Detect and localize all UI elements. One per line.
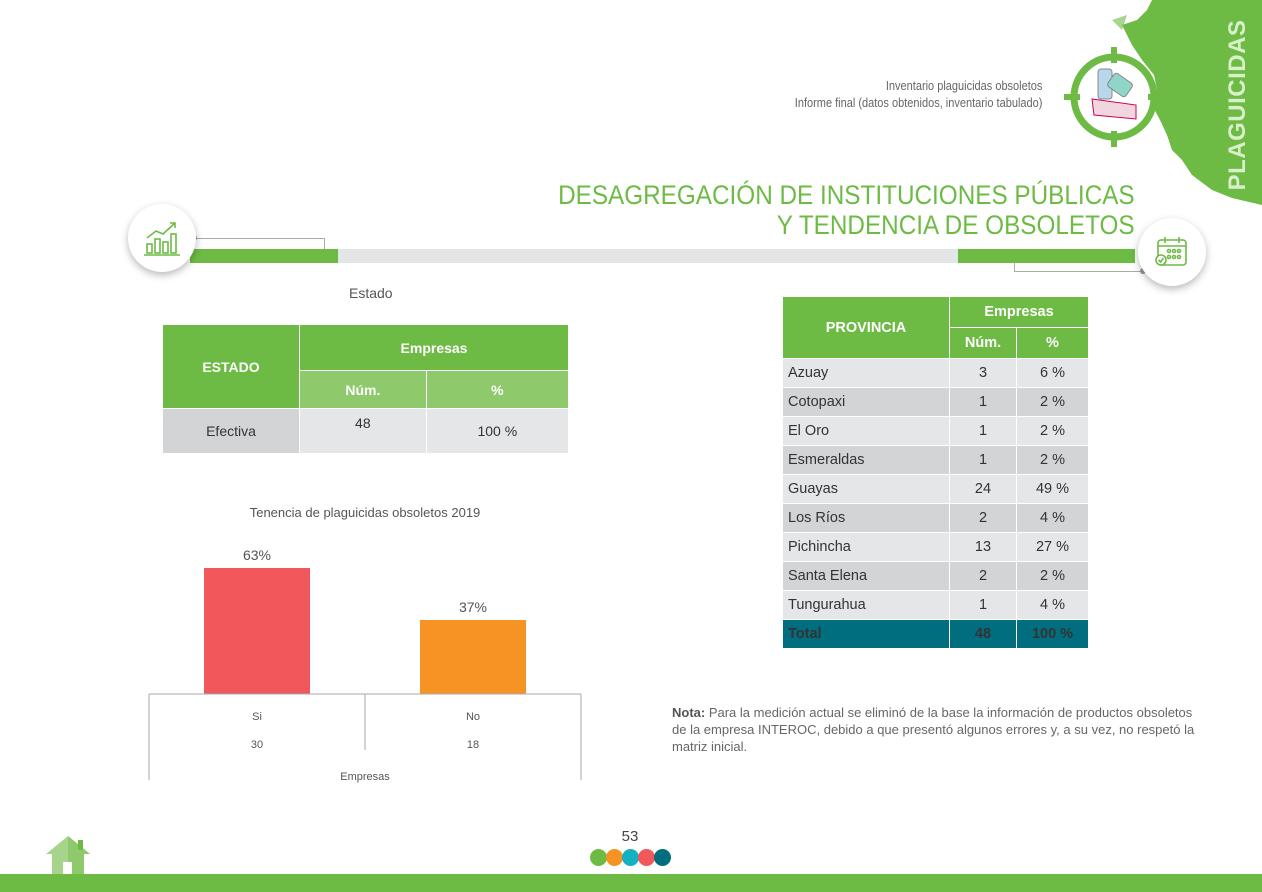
estado-table: ESTADO Empresas Núm. % Efectiva 48 100 % xyxy=(162,324,570,454)
province-name: Santa Elena xyxy=(782,561,950,591)
total-pct: 100 % xyxy=(1016,619,1089,649)
estado-caption: Estado xyxy=(349,285,393,301)
color-dot xyxy=(654,849,671,866)
calendar-badge xyxy=(1138,218,1206,286)
home-icon[interactable] xyxy=(44,834,92,876)
table-row: Los Ríos 2 4 % xyxy=(782,503,1089,533)
note: Nota: Para la medición actual se eliminó… xyxy=(672,704,1202,755)
header-pct: % xyxy=(1016,327,1089,359)
province-num: 1 xyxy=(949,590,1017,620)
total-row: Total 48 100 % xyxy=(782,619,1089,649)
page-title: DESAGREGACIÓN DE INSTITUCIONES PÚBLICAS … xyxy=(558,180,1135,240)
connector-left xyxy=(196,238,325,249)
province-pct: 2 % xyxy=(1016,445,1089,475)
footer-bar xyxy=(0,874,1262,892)
progress-track xyxy=(190,249,1135,263)
province-num: 13 xyxy=(949,532,1017,562)
header-empresas: Empresas xyxy=(949,296,1089,328)
header-num: Núm. xyxy=(299,370,427,409)
province-pct: 6 % xyxy=(1016,358,1089,388)
color-dot xyxy=(606,849,623,866)
pesticide-target-icon xyxy=(1064,47,1164,147)
province-pct: 4 % xyxy=(1016,503,1089,533)
data-label: 37% xyxy=(459,599,487,615)
data-label: 63% xyxy=(243,547,271,563)
province-num: 1 xyxy=(949,387,1017,417)
total-num: 48 xyxy=(949,619,1017,649)
report-subtitle: Informe final (datos obtenidos, inventar… xyxy=(794,96,1042,110)
page-number: 53 xyxy=(621,828,639,845)
x-tick-label: Si xyxy=(252,711,262,723)
header-num: Núm. xyxy=(949,327,1017,359)
table-row: Cotopaxi 1 2 % xyxy=(782,387,1089,417)
table-row: Pichincha 13 27 % xyxy=(782,532,1089,562)
province-num: 2 xyxy=(949,503,1017,533)
table-row: Tungurahua 1 4 % xyxy=(782,590,1089,620)
table-row: Azuay 3 6 % xyxy=(782,358,1089,388)
chart-title: Tenencia de plaguicidas obsoletos 2019 xyxy=(250,505,481,520)
table-row: El Oro 1 2 % xyxy=(782,416,1089,446)
progress-fill-left xyxy=(190,249,338,263)
count-label: 30 xyxy=(251,739,263,751)
report-header: Inventario plaguicidas obsoletos Informe… xyxy=(794,78,1042,112)
province-pct: 2 % xyxy=(1016,561,1089,591)
province-pct: 27 % xyxy=(1016,532,1089,562)
color-dot xyxy=(590,849,607,866)
province-name: Cotopaxi xyxy=(782,387,950,417)
province-pct: 49 % xyxy=(1016,474,1089,504)
table-row: Esmeraldas 1 2 % xyxy=(782,445,1089,475)
province-name: Azuay xyxy=(782,358,950,388)
table-row: Efectiva 48 100 % xyxy=(162,408,570,454)
x-tick-label: No xyxy=(466,711,480,723)
note-text: Para la medición actual se eliminó de la… xyxy=(672,705,1195,754)
province-num: 2 xyxy=(949,561,1017,591)
x-axis-label: Empresas xyxy=(340,771,390,783)
num-cell: 48 xyxy=(299,408,427,454)
table-row: Guayas 24 49 % xyxy=(782,474,1089,504)
province-pct: 2 % xyxy=(1016,416,1089,446)
connector-right xyxy=(1014,263,1143,272)
progress-fill-right xyxy=(958,249,1135,263)
green-brush-decoration xyxy=(1112,0,1262,205)
province-name: Guayas xyxy=(782,474,950,504)
province-name: Pichincha xyxy=(782,532,950,562)
section-label: PLAGUICIDAS xyxy=(1224,19,1251,191)
color-dot xyxy=(622,849,639,866)
calendar-check-icon xyxy=(1155,237,1187,266)
table-row: Santa Elena 2 2 % xyxy=(782,561,1089,591)
note-label: Nota: xyxy=(672,705,706,720)
page-title-line2: Y TENDENCIA DE OBSOLETOS xyxy=(777,210,1135,240)
bar-si xyxy=(204,568,310,694)
province-pct: 2 % xyxy=(1016,387,1089,417)
header-provincia: PROVINCIA xyxy=(782,296,950,359)
provincia-table: PROVINCIA Empresas Núm. % Azuay 3 6 % Coto… xyxy=(782,296,1089,649)
header-empresas: Empresas xyxy=(299,324,569,371)
tenencia-chart: Tenencia de plaguicidas obsoletos 2019 6… xyxy=(148,505,582,783)
province-num: 1 xyxy=(949,445,1017,475)
province-num: 24 xyxy=(949,474,1017,504)
province-num: 1 xyxy=(949,416,1017,446)
total-label: Total xyxy=(782,619,950,649)
province-name: Tungurahua xyxy=(782,590,950,620)
province-name: Los Ríos xyxy=(782,503,950,533)
estado-cell: Efectiva xyxy=(162,408,300,454)
color-dot xyxy=(638,849,655,866)
count-label: 18 xyxy=(467,739,479,751)
bar-chart-trend-icon xyxy=(144,222,180,256)
header-pct: % xyxy=(425,370,570,409)
province-name: Esmeraldas xyxy=(782,445,950,475)
province-num: 3 xyxy=(949,358,1017,388)
bar-no xyxy=(420,620,526,694)
province-pct: 4 % xyxy=(1016,590,1089,620)
page-title-line1: DESAGREGACIÓN DE INSTITUCIONES PÚBLICAS xyxy=(558,180,1135,210)
province-name: El Oro xyxy=(782,416,950,446)
chart-badge xyxy=(128,204,196,272)
pct-cell: 100 % xyxy=(425,408,570,454)
header-estado: ESTADO xyxy=(162,324,300,409)
color-dots xyxy=(590,849,671,866)
report-title: Inventario plaguicidas obsoletos xyxy=(885,79,1042,93)
